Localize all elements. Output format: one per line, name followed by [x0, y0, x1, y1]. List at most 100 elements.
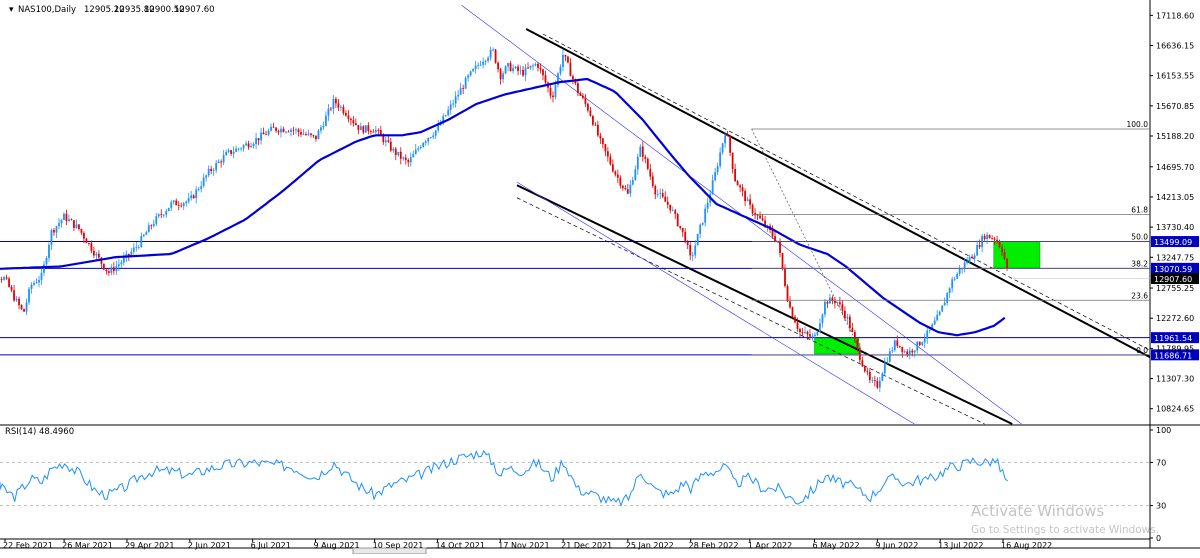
price-tick-label: 17118.60 [1156, 11, 1194, 20]
price-tick-label: 12755.25 [1156, 284, 1194, 293]
candle-body [689, 244, 692, 256]
candle-body [649, 168, 652, 177]
candle-body [242, 145, 245, 149]
candle-body [941, 305, 944, 312]
fib-level-label: 38.2 [1131, 259, 1148, 268]
candle-body [205, 175, 208, 178]
candle-body [469, 71, 472, 76]
candle-body [60, 219, 63, 224]
candle-body [310, 133, 312, 135]
candle-body [10, 286, 13, 291]
candle-body [961, 268, 964, 270]
candle-body [384, 140, 387, 143]
candle-body [824, 301, 826, 315]
candle-body [958, 269, 961, 274]
candle-body [654, 185, 657, 195]
candle-body [661, 193, 664, 197]
candle-body [936, 314, 939, 321]
candle-body [796, 322, 799, 329]
ohlc-close: 12907.60 [174, 5, 215, 15]
candle-body [878, 380, 881, 388]
candle-body [53, 230, 55, 233]
candle-body [866, 371, 869, 373]
candle-body [359, 126, 362, 130]
candles-layer [0, 46, 1008, 393]
candle-body [5, 277, 8, 279]
candle-body [130, 251, 133, 256]
candle-body [374, 129, 377, 133]
candle-body [195, 189, 198, 199]
candle-body [809, 334, 811, 337]
time-tick-label: 10 Sep 2021 [373, 541, 424, 550]
candle-body [245, 143, 247, 146]
candle-body [754, 213, 756, 216]
candle-body [115, 266, 118, 272]
candle-body [107, 271, 110, 273]
candle-body [504, 66, 507, 74]
candle-body [794, 316, 796, 323]
candle-body [464, 77, 467, 89]
candle-body [799, 328, 801, 333]
candle-body [267, 130, 270, 135]
candle-body [20, 305, 23, 309]
candle-body [389, 141, 392, 151]
candle-body [165, 211, 168, 215]
candle-body [694, 245, 697, 256]
candle-body [786, 286, 789, 302]
time-tick-label: 2 Jun 2021 [188, 541, 231, 550]
candle-body [102, 263, 105, 270]
candle-body [352, 120, 355, 124]
candle-body [567, 56, 569, 63]
candle-body [606, 151, 609, 157]
candle-body [587, 103, 589, 111]
candle-body [437, 125, 440, 131]
fib-level-label: 50.0 [1131, 233, 1148, 242]
candle-body [340, 106, 342, 108]
candle-body [265, 134, 267, 136]
chart-title: NAS100,Daily [18, 5, 76, 15]
candle-body [322, 125, 325, 128]
candle-body [641, 146, 644, 157]
candle-body [317, 130, 320, 140]
candle-body [522, 69, 524, 76]
candle-body [923, 338, 926, 343]
candle-body [35, 282, 38, 284]
candle-body [659, 193, 662, 195]
candle-body [903, 351, 906, 353]
candle-body [893, 340, 896, 351]
candle-body [240, 148, 243, 150]
candle-body [434, 130, 437, 136]
candle-body [300, 132, 302, 135]
upper-channel-dashed [542, 33, 1151, 351]
candle-body [856, 339, 859, 348]
candle-body [145, 232, 148, 235]
candle-body [65, 213, 68, 222]
candle-body [25, 302, 28, 312]
candle-body [120, 262, 123, 265]
candle-body [814, 334, 816, 337]
candle-body [222, 155, 225, 163]
candle-body [858, 347, 861, 361]
candle-body [831, 297, 834, 302]
candle-body [876, 380, 879, 388]
toggle-triangle-icon[interactable]: ▾ [9, 5, 14, 15]
price-label: 13499.09 [1154, 238, 1192, 247]
candle-body [409, 157, 412, 163]
candle-body [112, 267, 115, 272]
candle-body [724, 135, 727, 144]
candle-body [157, 214, 160, 217]
candle-body [110, 267, 113, 273]
price-label-bg [1151, 236, 1199, 248]
candle-body [315, 135, 317, 140]
candle-body [270, 126, 272, 131]
candle-body [664, 196, 667, 202]
candle-body [140, 236, 143, 247]
candle-body [634, 169, 637, 181]
candle-body [983, 236, 986, 240]
candle-body [70, 219, 73, 221]
candle-body [863, 366, 866, 372]
candle-body [277, 130, 280, 133]
candle-body [584, 97, 587, 104]
candle-body [686, 242, 689, 245]
